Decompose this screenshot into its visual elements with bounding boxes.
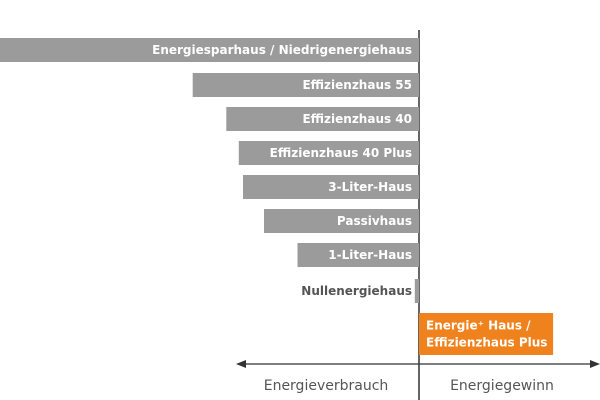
bar [264,209,419,233]
bar-label: Nullenergiehaus [301,284,412,298]
bar-label: Energiesparhaus / Niedrigenergiehaus [152,43,412,57]
bar-label: Passivhaus [337,214,412,228]
bar [226,107,419,131]
bar-label: Effizienzhaus Plus [426,336,547,350]
bar [192,73,419,97]
bar-label: Effizienzhaus 55 [302,78,412,92]
bar [419,313,554,355]
bars-group: Energiesparhaus / Niedrigenergiehaus Effi… [0,38,554,355]
axis-arrow-left-icon [236,360,246,368]
bar-label: Effizienzhaus 40 [302,112,412,126]
axis-label-consumption: Energieverbrauch [264,378,389,394]
axis-label-gain: Energiegewinn [450,378,554,394]
bar [414,279,419,303]
axis-arrow-right-icon [590,360,600,368]
bar-label: Effizienzhaus 40 Plus [270,146,412,160]
bar [238,141,419,165]
bar-label: 1-Liter-Haus [328,248,412,262]
bar [0,38,419,62]
bar-label: Energie⁺ Haus / [426,319,531,333]
bar-label: 3-Liter-Haus [328,180,412,194]
bar [297,243,419,267]
bar [243,175,419,199]
